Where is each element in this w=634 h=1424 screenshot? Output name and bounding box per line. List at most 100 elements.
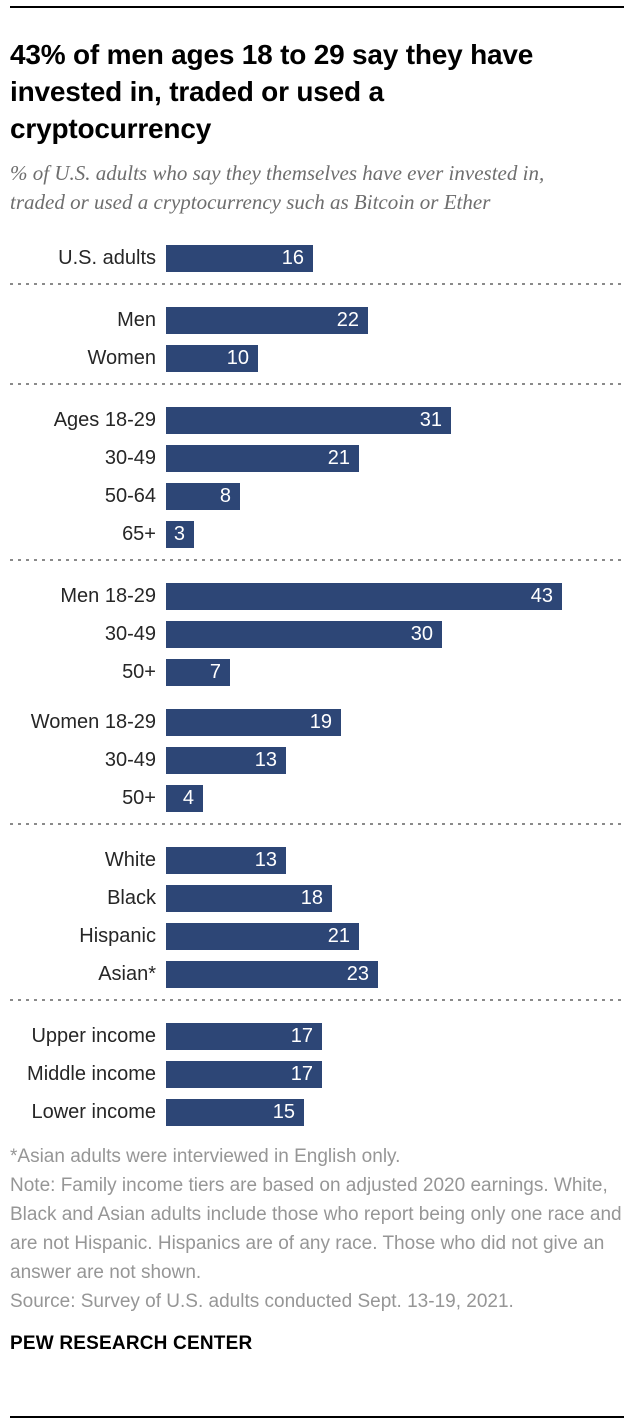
row-label: Asian* xyxy=(98,963,156,985)
row-label: 30-49 xyxy=(104,749,156,771)
chart-row: 65+ 3 xyxy=(10,521,624,548)
chart-row: Ages 18-29 31 xyxy=(10,407,624,434)
bar: 15 xyxy=(166,1099,304,1126)
row-label: Men xyxy=(117,309,156,331)
bar-value-label: 16 xyxy=(281,247,304,269)
bar: 16 xyxy=(166,245,313,272)
bar-value-label: 31 xyxy=(419,409,442,431)
bar: 43 xyxy=(166,583,562,610)
bottom-divider xyxy=(10,1416,624,1418)
bar: 8 xyxy=(166,483,240,510)
bar: 19 xyxy=(166,709,341,736)
chart-row: Women 10 xyxy=(10,345,624,372)
row-label: Hispanic xyxy=(79,925,156,947)
bar-value-label: 10 xyxy=(226,347,249,369)
row-label: 50-64 xyxy=(104,485,156,507)
bar-value-label: 22 xyxy=(336,309,359,331)
chart-subtitle: % of U.S. adults who say they themselves… xyxy=(10,161,545,214)
bar-value-label: 7 xyxy=(209,661,221,683)
bar: 18 xyxy=(166,885,332,912)
row-label: Black xyxy=(107,887,156,909)
bar-value-label: 15 xyxy=(272,1101,295,1123)
bar: 23 xyxy=(166,961,378,988)
bar-value-label: 19 xyxy=(309,711,332,733)
section-divider-dotted xyxy=(10,383,624,385)
bar: 13 xyxy=(166,847,286,874)
top-divider xyxy=(10,6,624,8)
chart-section: Men 22 Women 10 xyxy=(10,307,624,372)
bar-chart: U.S. adults 16 Men 22 Women 10 Ages 18-29 31 30-… xyxy=(10,245,624,1126)
bar: 21 xyxy=(166,445,359,472)
chart-row: 30-49 13 xyxy=(10,747,624,774)
bar-value-label: 4 xyxy=(182,787,194,809)
chart-row: 50+ 4 xyxy=(10,785,624,812)
row-label: Lower income xyxy=(31,1101,156,1123)
chart-row: White 13 xyxy=(10,847,624,874)
row-label: Men 18-29 xyxy=(60,585,156,607)
bar: 30 xyxy=(166,621,442,648)
chart-row: Men 18-29 43 xyxy=(10,583,624,610)
bar-value-label: 13 xyxy=(254,849,277,871)
chart-section: Men 18-29 43 30-49 30 50+ 7 xyxy=(10,583,624,686)
section-gap xyxy=(10,697,624,709)
bar-value-label: 23 xyxy=(346,963,369,985)
chart-section: White 13 Black 18 Hispanic 21 Asian* 23 xyxy=(10,847,624,988)
bar-value-label: 18 xyxy=(300,887,323,909)
bar-value-label: 21 xyxy=(327,925,350,947)
bar: 10 xyxy=(166,345,258,372)
row-label: 30-49 xyxy=(104,623,156,645)
bar: 4 xyxy=(166,785,203,812)
bar: 22 xyxy=(166,307,368,334)
section-divider-dotted xyxy=(10,999,624,1001)
chart-section: Ages 18-29 31 30-49 21 50-64 8 65+ 3 xyxy=(10,407,624,548)
chart-row: 50+ 7 xyxy=(10,659,624,686)
bar-value-label: 43 xyxy=(530,585,553,607)
row-label: Women 18-29 xyxy=(30,711,156,733)
row-label: White xyxy=(104,849,156,871)
chart-row: Women 18-29 19 xyxy=(10,709,624,736)
bar: 13 xyxy=(166,747,286,774)
bar: 7 xyxy=(166,659,230,686)
chart-section: U.S. adults 16 xyxy=(10,245,624,272)
row-label: 50+ xyxy=(122,661,156,683)
bar: 31 xyxy=(166,407,451,434)
chart-row: Hispanic 21 xyxy=(10,923,624,950)
chart-row: 30-49 21 xyxy=(10,445,624,472)
methodology-note: Note: Family income tiers are based on a… xyxy=(10,1175,622,1283)
section-divider-dotted xyxy=(10,559,624,561)
row-label: Middle income xyxy=(27,1063,156,1085)
chart-section: Upper income 17 Middle income 17 Lower incom… xyxy=(10,1023,624,1126)
row-label: 50+ xyxy=(122,787,156,809)
chart-notes: *Asian adults were interviewed in Englis… xyxy=(10,1142,624,1316)
chart-row: Middle income 17 xyxy=(10,1061,624,1088)
chart-row: Men 22 xyxy=(10,307,624,334)
row-label: Ages 18-29 xyxy=(53,409,156,431)
bar-value-label: 17 xyxy=(290,1025,313,1047)
bar-value-label: 3 xyxy=(173,523,185,545)
chart-title: 43% of men ages 18 to 29 say they have i… xyxy=(10,39,534,144)
bar-value-label: 17 xyxy=(290,1063,313,1085)
row-label: Upper income xyxy=(31,1025,156,1047)
bar-value-label: 30 xyxy=(410,623,433,645)
bar: 21 xyxy=(166,923,359,950)
section-divider-dotted xyxy=(10,823,624,825)
chart-row: Black 18 xyxy=(10,885,624,912)
section-divider-dotted xyxy=(10,283,624,285)
bar: 3 xyxy=(166,521,194,548)
pew-research-center-wordmark: PEW RESEARCH CENTER xyxy=(10,1333,253,1354)
bar: 17 xyxy=(166,1023,322,1050)
chart-row: Upper income 17 xyxy=(10,1023,624,1050)
bar-value-label: 8 xyxy=(219,485,231,507)
chart-row: U.S. adults 16 xyxy=(10,245,624,272)
chart-section: Women 18-29 19 30-49 13 50+ 4 xyxy=(10,709,624,812)
source-note: Source: Survey of U.S. adults conducted … xyxy=(10,1291,514,1312)
row-label: 30-49 xyxy=(104,447,156,469)
bar-value-label: 13 xyxy=(254,749,277,771)
row-label: 65+ xyxy=(122,523,156,545)
row-label: U.S. adults xyxy=(58,247,156,269)
asterisk-note: *Asian adults were interviewed in Englis… xyxy=(10,1146,401,1167)
chart-row: Lower income 15 xyxy=(10,1099,624,1126)
chart-row: 30-49 30 xyxy=(10,621,624,648)
chart-row: 50-64 8 xyxy=(10,483,624,510)
